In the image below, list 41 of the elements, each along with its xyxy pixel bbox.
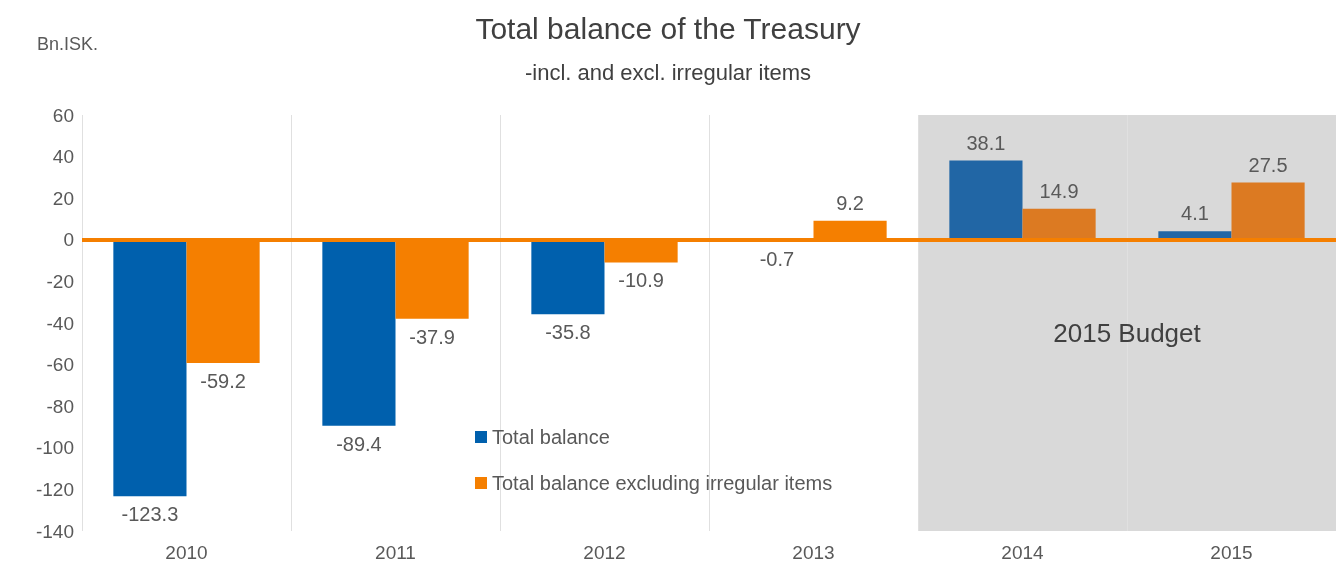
- data-label: -35.8: [545, 321, 591, 344]
- y-tick-label: -140: [35, 520, 74, 542]
- y-tick-label: -100: [35, 437, 74, 459]
- y-tick-label: 60: [52, 104, 74, 126]
- legend-label: Total balance: [492, 426, 610, 448]
- y-tick-label: -60: [46, 354, 74, 376]
- data-label: -123.3: [121, 503, 179, 526]
- data-label: -59.2: [200, 369, 246, 392]
- data-label: 9.2: [836, 191, 864, 214]
- band-label: 2015 Budget: [1053, 318, 1202, 349]
- y-tick-label: -40: [46, 312, 74, 334]
- x-tick-label: 2011: [375, 542, 416, 563]
- data-label: 38.1: [966, 131, 1006, 154]
- data-label: 4.1: [1181, 202, 1209, 225]
- y-tick-label: 0: [63, 229, 74, 251]
- x-tick-label: 2015: [1210, 542, 1253, 563]
- x-tick-label: 2014: [1001, 542, 1045, 563]
- bar: [1022, 208, 1096, 240]
- bar: [531, 239, 605, 315]
- data-label: -89.4: [336, 432, 382, 455]
- y-tick-label: -80: [46, 395, 74, 417]
- data-label: -0.7: [759, 248, 795, 271]
- data-label: -37.9: [409, 325, 455, 348]
- y-tick-label: 40: [52, 146, 74, 168]
- chart-subtitle: -incl. and excl. irregular items: [524, 59, 812, 85]
- y-tick-label: -20: [46, 270, 74, 292]
- data-label: -10.9: [618, 269, 664, 292]
- y-tick-label: -120: [35, 478, 74, 500]
- bar: [949, 160, 1023, 240]
- x-tick-label: 2013: [792, 542, 835, 563]
- y-tick-label: 20: [52, 187, 74, 209]
- bar: [1231, 182, 1305, 240]
- bar: [322, 239, 396, 426]
- y-axis-title: Bn.ISK.: [37, 34, 99, 54]
- bar: [113, 239, 187, 497]
- legend-label: Total balance excluding irregular items: [492, 472, 833, 494]
- data-label: 14.9: [1039, 179, 1079, 202]
- chart-title: Total balance of the Treasury: [475, 11, 861, 45]
- x-tick-label: 2010: [165, 542, 208, 563]
- x-tick-label: 2012: [583, 542, 626, 563]
- data-label: 27.5: [1248, 153, 1288, 176]
